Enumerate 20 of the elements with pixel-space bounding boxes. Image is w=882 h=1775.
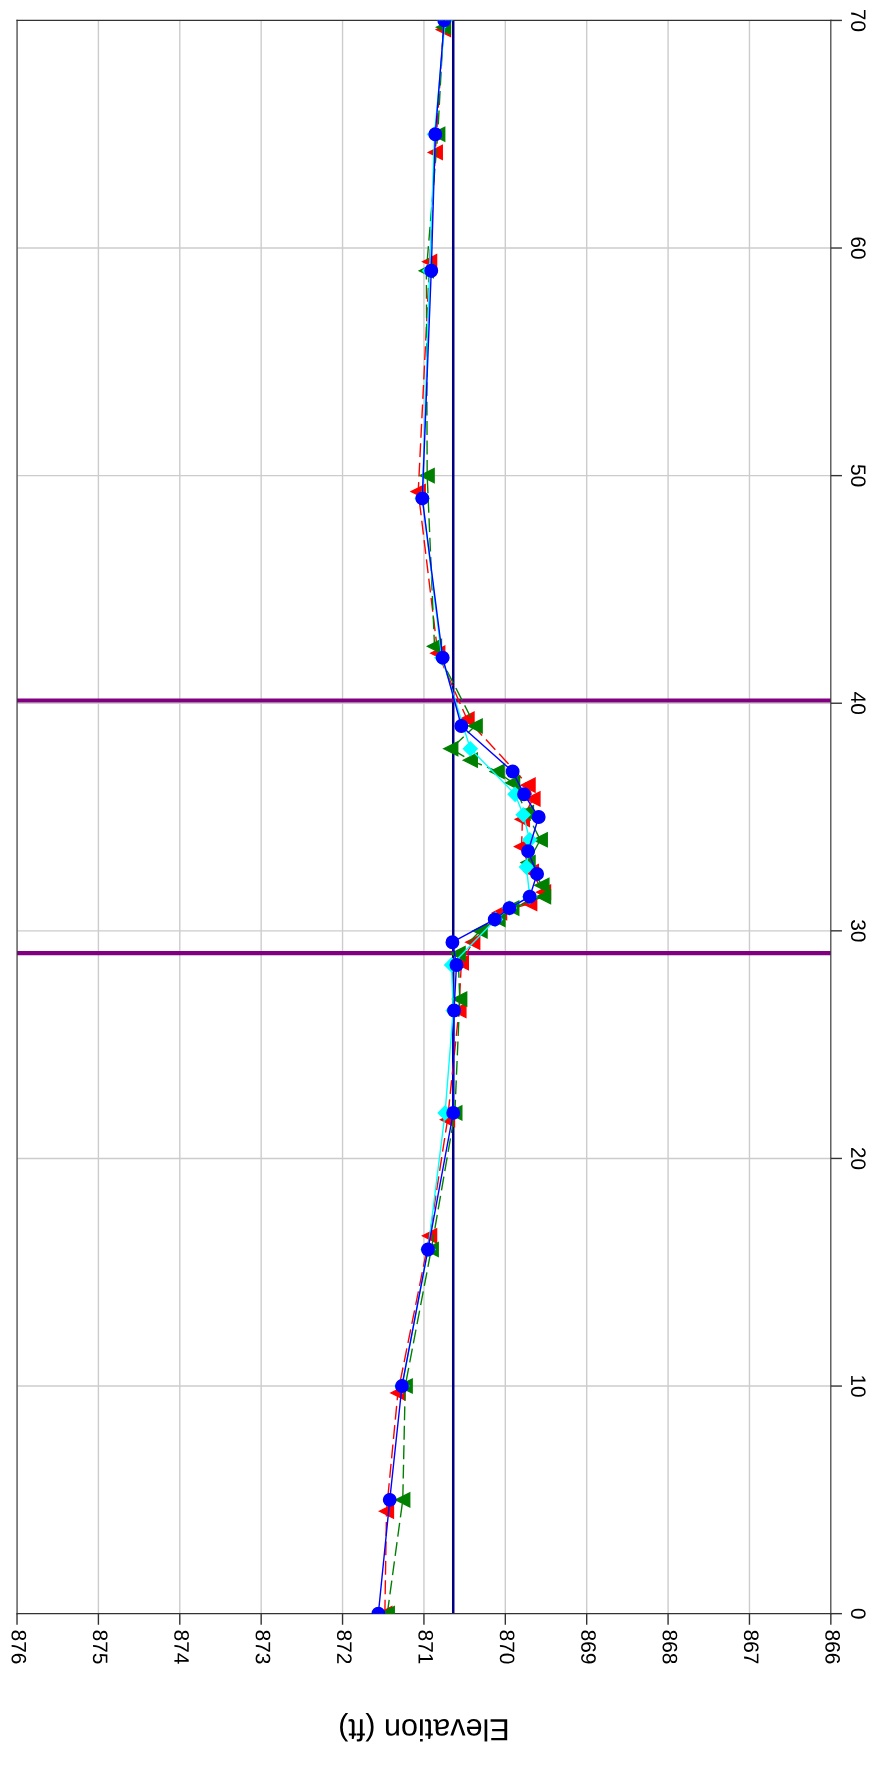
y-tick-label: 0: [850, 1608, 866, 1619]
x-tick-label: 871: [418, 1630, 434, 1664]
x-tick-label: 874: [174, 1630, 189, 1664]
x-tick-label: 872: [336, 1630, 352, 1664]
x-tick-label: 868: [662, 1630, 678, 1664]
x-tick-label: 873: [255, 1630, 271, 1664]
y-tick-label: 30: [850, 920, 866, 942]
y-tick-label: 10: [850, 1376, 866, 1397]
x-tick-label: 866: [825, 1630, 840, 1664]
x-tick-label: 876: [11, 1630, 27, 1664]
x-tick-label: 867: [743, 1630, 759, 1664]
y-tick-label: 70: [850, 9, 866, 32]
y-tick-label: 40: [850, 692, 866, 714]
y-tick-label: 50: [850, 464, 866, 487]
y-tick-label: 60: [850, 237, 866, 259]
x-axis-title: Elevation (ft): [340, 1713, 508, 1742]
x-tick-label: 870: [499, 1630, 515, 1664]
x-tick-label: 869: [581, 1630, 596, 1664]
x-tick-label: 875: [92, 1630, 108, 1664]
y-tick-label: 20: [850, 1147, 866, 1170]
